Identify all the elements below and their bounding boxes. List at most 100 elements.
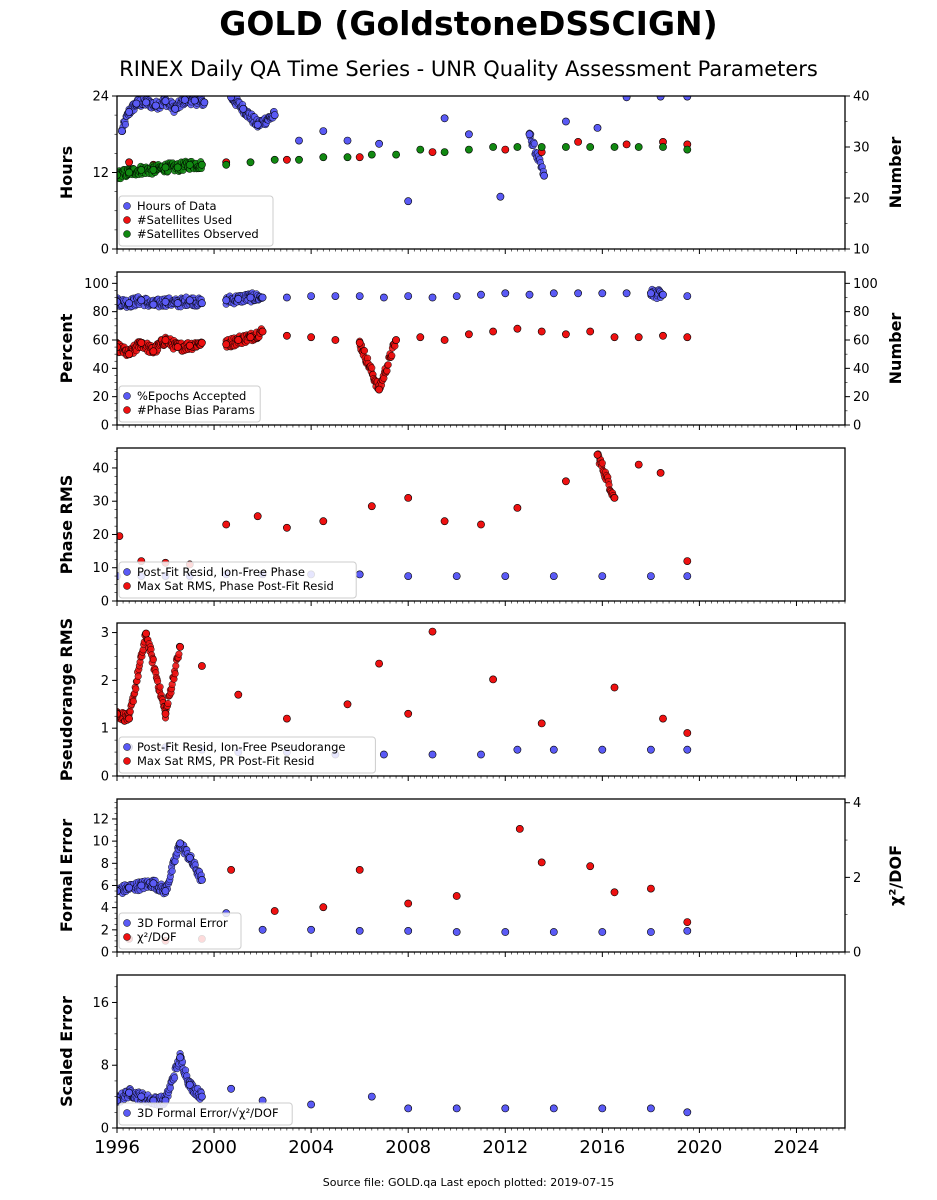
data-point <box>142 98 150 107</box>
data-point <box>282 293 291 302</box>
data-point <box>647 1104 655 1113</box>
data-point <box>185 1080 194 1089</box>
data-point <box>258 327 267 336</box>
data-point <box>355 570 364 579</box>
data-point <box>440 336 449 344</box>
data-point <box>132 685 140 693</box>
data-point <box>197 662 206 670</box>
y-tick-label: 0 <box>101 419 109 434</box>
data-point <box>501 572 510 580</box>
y-axis-label: Formal Error <box>57 819 76 932</box>
data-point <box>392 336 400 344</box>
y-tick-label: 20 <box>92 390 109 405</box>
y-tick-label: 0 <box>101 770 109 785</box>
panel-4-marks <box>117 627 692 759</box>
data-point <box>343 700 352 709</box>
data-point <box>121 120 130 129</box>
data-point <box>598 459 606 467</box>
data-point <box>246 158 255 167</box>
y-right-axis-label: Number <box>886 313 905 385</box>
data-point <box>659 714 667 723</box>
data-point <box>656 468 665 477</box>
data-point <box>440 148 449 156</box>
data-point <box>161 297 170 306</box>
data-point <box>161 163 170 172</box>
data-point <box>549 289 558 298</box>
y-tick-label: 12 <box>92 166 109 181</box>
data-point <box>496 192 505 201</box>
data-point <box>197 1092 206 1101</box>
legend-marker <box>123 933 131 941</box>
data-point <box>598 572 607 580</box>
data-point <box>149 347 158 356</box>
data-point <box>360 347 369 355</box>
data-point <box>530 140 538 148</box>
data-point <box>125 883 134 892</box>
legend-box <box>118 912 242 950</box>
data-point <box>295 155 303 164</box>
data-point <box>307 925 315 934</box>
data-point <box>593 124 602 132</box>
y-tick-label: 2 <box>101 674 109 689</box>
data-point <box>683 292 692 300</box>
data-point <box>355 927 364 935</box>
data-point <box>282 714 291 723</box>
series--satellites-used <box>125 137 692 169</box>
data-point <box>586 862 595 871</box>
legend-box <box>118 385 261 423</box>
data-point <box>683 927 692 935</box>
data-point <box>416 333 425 342</box>
data-point <box>156 683 164 691</box>
legend-label: Hours of Data <box>137 199 217 213</box>
x-tick-label: 1996 <box>94 1137 140 1158</box>
y-right-tick-label: 80 <box>853 305 870 320</box>
data-point <box>659 290 667 299</box>
data-point <box>282 155 291 164</box>
data-point <box>171 670 179 678</box>
data-point <box>319 127 328 136</box>
legend-label: Max Sat RMS, Phase Post-Fit Resid <box>137 579 334 593</box>
y-tick-label: 8 <box>101 1059 109 1074</box>
data-point <box>319 517 328 526</box>
panel-6: 1996 2000 2004 2008 2012 2016 2020 2024 0 8 16 Scal… <box>57 974 846 1158</box>
data-point <box>659 143 667 151</box>
y-right-tick-label: 10 <box>853 243 870 258</box>
data-point <box>598 928 607 936</box>
data-point <box>452 892 461 900</box>
y-tick-label: 16 <box>92 996 109 1011</box>
y-right-tick-label: 40 <box>853 90 870 105</box>
data-point <box>549 572 558 580</box>
data-point <box>501 1104 510 1113</box>
data-point <box>190 96 199 105</box>
data-point <box>525 290 534 299</box>
data-point <box>452 928 461 936</box>
data-point <box>197 876 206 884</box>
data-point <box>537 327 546 336</box>
chart-title: GOLD (GoldstoneDSSCIGN) <box>219 4 718 43</box>
data-point <box>246 333 255 342</box>
y-tick-label: 40 <box>92 362 109 377</box>
data-point <box>683 572 692 580</box>
data-point <box>125 714 134 723</box>
x-tick-label: 2012 <box>482 1137 528 1158</box>
series--epochs-accepted <box>117 285 692 311</box>
data-point <box>227 96 235 102</box>
y-tick-label: 20 <box>92 528 109 543</box>
data-point <box>307 292 315 300</box>
y-tick-label: 24 <box>92 90 109 105</box>
data-point <box>166 1084 174 1092</box>
data-point <box>416 145 425 154</box>
data-point <box>181 96 189 104</box>
data-point <box>282 523 291 532</box>
data-point <box>125 168 134 177</box>
panel-5-marks <box>117 825 692 945</box>
data-point <box>172 662 180 670</box>
data-point <box>440 114 449 123</box>
data-point <box>634 460 643 469</box>
data-point <box>515 825 524 833</box>
panel-3: 0 10 20 30 40 Phase RMS Post-Fit Resid, Ion-Fr… <box>57 447 846 610</box>
x-tick-label: 2020 <box>676 1137 722 1158</box>
data-point <box>647 884 655 893</box>
